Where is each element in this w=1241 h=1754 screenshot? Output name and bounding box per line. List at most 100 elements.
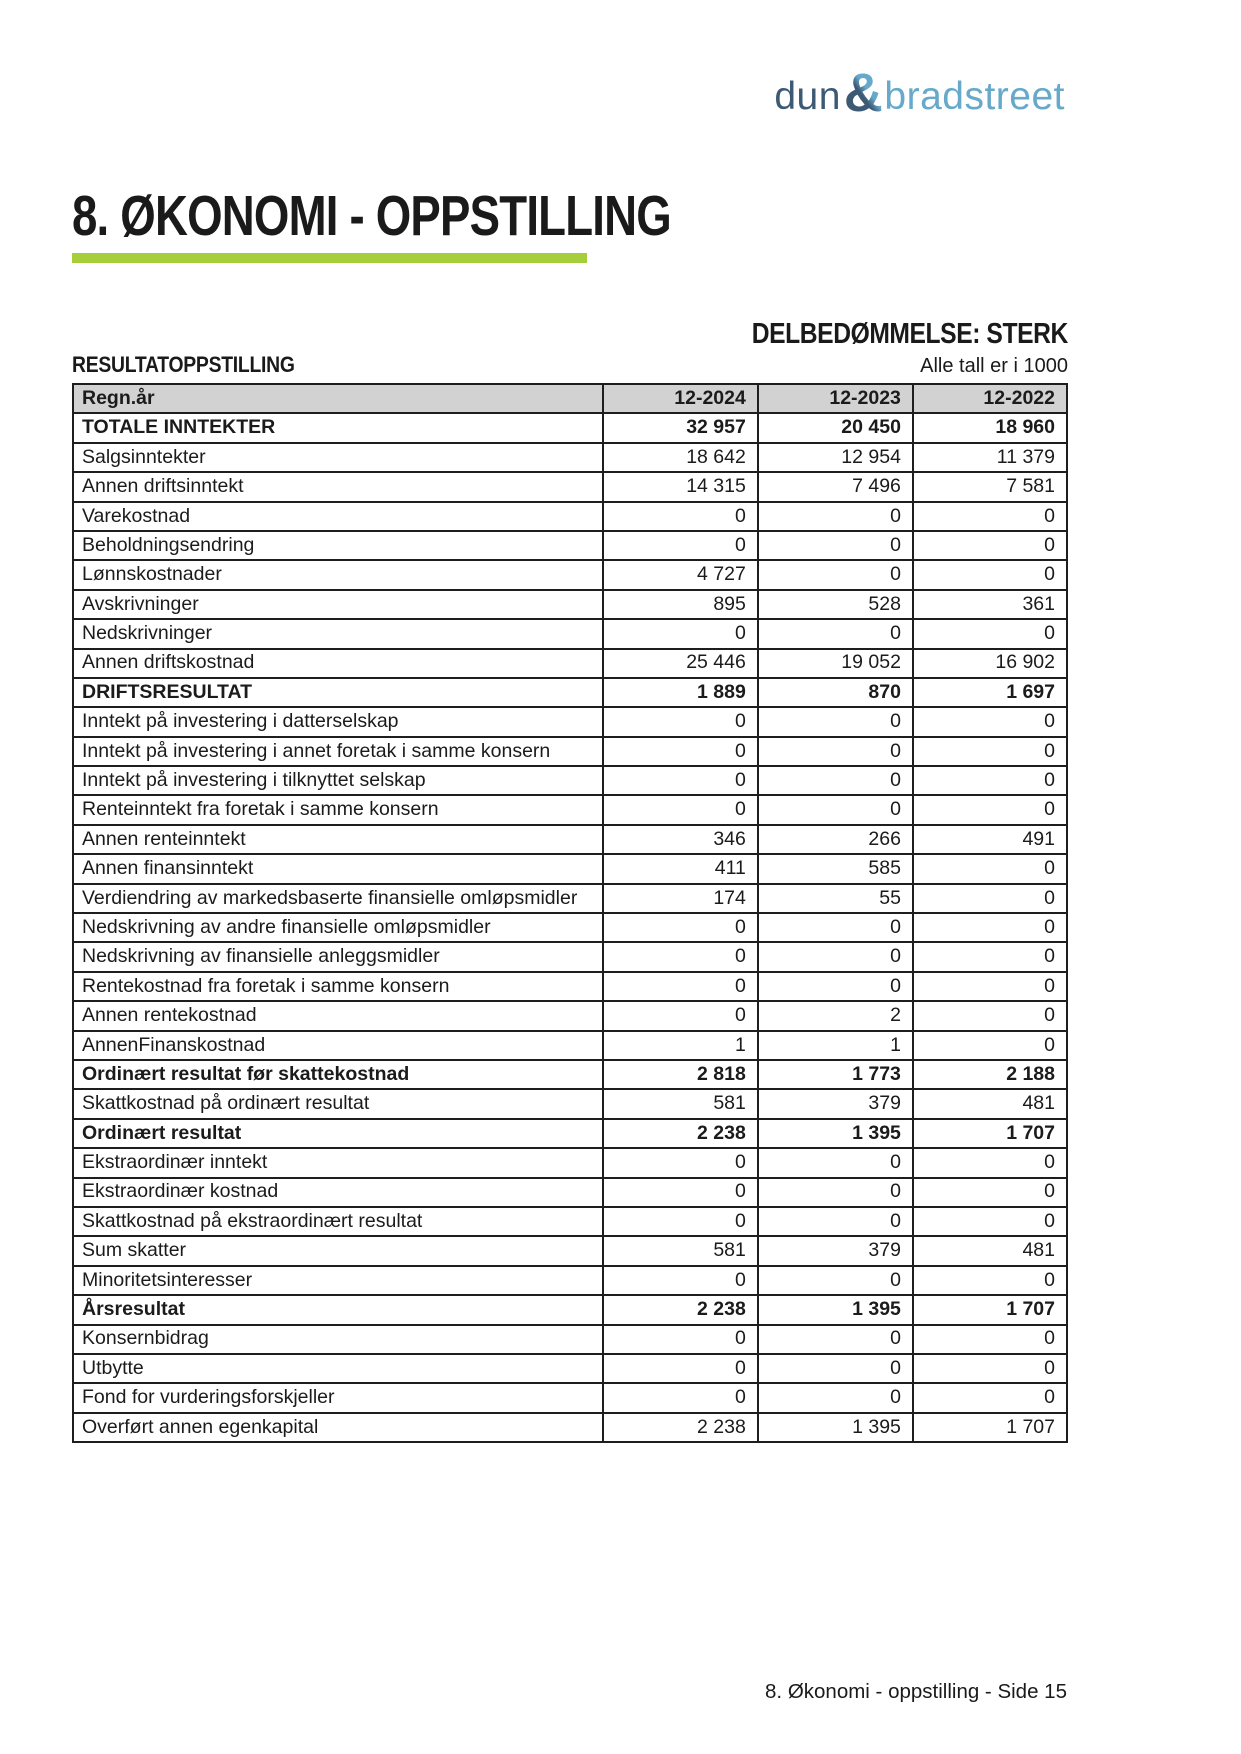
ampersand-icon: & xyxy=(843,63,884,123)
row-value: 346 xyxy=(601,823,759,856)
row-value: 0 xyxy=(756,500,914,532)
row-value: 0 xyxy=(911,529,1069,562)
row-value: 361 xyxy=(911,588,1069,621)
table-row: Annen rentekostnad 0 2 0 xyxy=(72,1000,1069,1032)
row-value: 0 xyxy=(601,1323,759,1355)
row-value: 0 xyxy=(756,1205,914,1238)
row-label: Annen rentekostnad xyxy=(72,1000,604,1032)
row-value: 528 xyxy=(756,588,914,621)
column-header-regnaar: Regn.år xyxy=(72,382,604,415)
row-value: 2 238 xyxy=(601,1411,759,1444)
row-value: 0 xyxy=(601,912,759,944)
row-label: Inntekt på investering i tilknyttet sels… xyxy=(72,765,604,797)
row-value: 0 xyxy=(601,735,759,768)
row-label: Fond for vurderingsforskjeller xyxy=(72,1382,604,1414)
row-value: 0 xyxy=(601,618,759,650)
row-value: 585 xyxy=(756,853,914,885)
row-value: 4 727 xyxy=(601,559,759,591)
row-value: 1 707 xyxy=(911,1117,1069,1150)
table-row: Salgsinntekter 18 642 12 954 11 379 xyxy=(72,441,1069,474)
row-label: Skattkostnad på ekstraordinært resultat xyxy=(72,1205,604,1238)
row-value: 0 xyxy=(756,1147,914,1179)
row-label: Rentekostnad fra foretak i samme konsern xyxy=(72,970,604,1003)
row-label: Ordinært resultat xyxy=(72,1117,604,1150)
table-row: Annen driftsinntekt 14 315 7 496 7 581 xyxy=(72,471,1069,503)
row-value: 0 xyxy=(911,1000,1069,1032)
row-value: 11 379 xyxy=(911,441,1069,474)
row-value: 0 xyxy=(911,1029,1069,1061)
row-label: Ekstraordinær inntekt xyxy=(72,1147,604,1179)
row-value: 491 xyxy=(911,823,1069,856)
row-value: 1 xyxy=(601,1029,759,1061)
row-value: 0 xyxy=(911,735,1069,768)
row-value: 0 xyxy=(756,912,914,944)
row-label: Ordinært resultat før skattekostnad xyxy=(72,1058,604,1091)
table-row: Sum skatter 581 379 481 xyxy=(72,1235,1069,1267)
table-row: Skattkostnad på ekstraordinært resultat 0… xyxy=(72,1205,1069,1238)
dun-bradstreet-logo: dun & bradstreet xyxy=(774,66,1065,120)
row-value: 581 xyxy=(601,1088,759,1120)
row-value: 25 446 xyxy=(601,647,759,679)
row-value: 379 xyxy=(756,1088,914,1120)
row-label: Årsresultat xyxy=(72,1294,604,1326)
logo-text-dun: dun xyxy=(774,75,841,118)
row-value: 0 xyxy=(911,1176,1069,1208)
row-value: 2 238 xyxy=(601,1294,759,1326)
row-label: Sum skatter xyxy=(72,1235,604,1267)
row-label: Inntekt på investering i datterselskap xyxy=(72,706,604,738)
row-value: 0 xyxy=(911,1205,1069,1238)
assessment-rating: DELBEDØMMELSE: STERK xyxy=(751,318,1068,350)
row-label: Overført annen egenkapital xyxy=(72,1411,604,1444)
row-value: 0 xyxy=(601,941,759,973)
row-value: 0 xyxy=(756,529,914,562)
table-row: Inntekt på investering i datterselskap 0 0… xyxy=(72,706,1069,738)
row-value: 55 xyxy=(756,882,914,915)
table-row: Nedskrivning av andre finansielle omløps… xyxy=(72,912,1069,944)
row-label: Nedskrivning av finansielle anleggsmidle… xyxy=(72,941,604,973)
row-value: 0 xyxy=(756,1323,914,1355)
row-value: 2 188 xyxy=(911,1058,1069,1091)
row-label: Annen finansinntekt xyxy=(72,853,604,885)
page-footer: 8. Økonomi - oppstilling - Side 15 xyxy=(765,1680,1067,1703)
row-value: 16 902 xyxy=(911,647,1069,679)
row-value: 0 xyxy=(911,1264,1069,1297)
row-value: 0 xyxy=(601,794,759,826)
row-value: 20 450 xyxy=(756,412,914,444)
row-label: Verdiendring av markedsbaserte finansiel… xyxy=(72,882,604,915)
table-row: AnnenFinanskostnad 1 1 0 xyxy=(72,1029,1069,1061)
row-value: 1 773 xyxy=(756,1058,914,1091)
row-value: 0 xyxy=(911,559,1069,591)
row-label: Konsernbidrag xyxy=(72,1323,604,1355)
results-table-body: TOTALE INNTEKTER 32 957 20 450 18 960 Salgsi… xyxy=(72,412,1069,1444)
row-label: Lønnskostnader xyxy=(72,559,604,591)
section-label: RESULTATOPPSTILLING xyxy=(72,352,295,377)
row-value: 1 707 xyxy=(911,1411,1069,1444)
row-label: Salgsinntekter xyxy=(72,441,604,474)
table-row: Varekostnad 0 0 0 xyxy=(72,500,1069,532)
row-value: 1 697 xyxy=(911,676,1069,709)
results-table: Regn.år 12-2024 12-2023 12-2022 TOTALE I… xyxy=(72,382,1069,1444)
row-value: 379 xyxy=(756,1235,914,1267)
row-value: 0 xyxy=(911,618,1069,650)
row-value: 0 xyxy=(911,912,1069,944)
row-value: 0 xyxy=(756,735,914,768)
row-value: 0 xyxy=(601,1147,759,1179)
row-value: 0 xyxy=(601,970,759,1003)
row-value: 1 xyxy=(756,1029,914,1061)
title-accent-bar xyxy=(72,253,587,263)
row-value: 0 xyxy=(601,706,759,738)
row-value: 1 395 xyxy=(756,1294,914,1326)
row-label: TOTALE INNTEKTER xyxy=(72,412,604,444)
table-row: Konsernbidrag 0 0 0 xyxy=(72,1323,1069,1355)
table-row: TOTALE INNTEKTER 32 957 20 450 18 960 xyxy=(72,412,1069,444)
row-value: 0 xyxy=(756,706,914,738)
row-value: 0 xyxy=(601,1352,759,1385)
table-row: Renteinntekt fra foretak i samme konsern… xyxy=(72,794,1069,826)
units-note: Alle tall er i 1000 xyxy=(920,355,1068,377)
row-value: 870 xyxy=(756,676,914,709)
row-value: 0 xyxy=(756,970,914,1003)
row-value: 1 395 xyxy=(756,1117,914,1150)
row-label: Annen driftsinntekt xyxy=(72,471,604,503)
row-value: 0 xyxy=(911,1352,1069,1385)
